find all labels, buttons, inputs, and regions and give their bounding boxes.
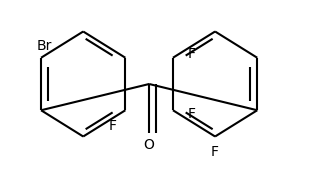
Text: Br: Br [36, 38, 52, 52]
Text: O: O [144, 138, 154, 152]
Text: F: F [211, 145, 219, 159]
Text: F: F [188, 107, 196, 121]
Text: F: F [109, 119, 117, 133]
Text: F: F [188, 47, 196, 61]
